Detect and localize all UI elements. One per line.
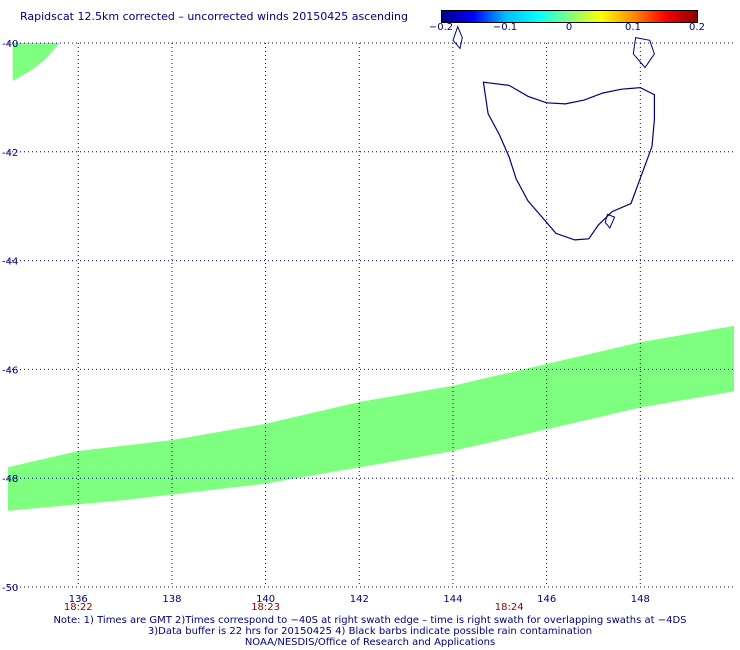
colorbar-label: 0.1 [625,22,641,33]
swath-corner-patch [12,43,60,82]
lon-tick-label: 140 [256,594,275,605]
colorbar-label: 0.2 [689,22,705,33]
colorbar-label: 0 [565,22,573,33]
lon-tick-label: 146 [537,594,556,605]
note-line: Note: 1) Times are GMT 2)Times correspon… [53,615,687,626]
island-coastline [452,25,463,50]
lat-tick-label: -48 [2,474,18,485]
note-line: 3)Data buffer is 22 hrs for 20150425 4) … [147,626,593,637]
lat-tick-label: -44 [2,257,18,268]
time-label: 18:23 [251,602,280,613]
map-title: Rapidscat 12.5km corrected – uncorrected… [20,10,409,23]
lon-tick-label: 136 [69,594,88,605]
colorbar-label: −0.1 [492,22,518,33]
colorbar [441,10,698,23]
lat-tick-label: -42 [2,148,18,159]
lat-tick-label: -50 [2,583,18,594]
island-coastline [604,213,616,229]
lat-tick-label: -40 [2,39,18,50]
colorbar-label: −0.2 [428,22,454,33]
time-label: 18:24 [495,602,524,613]
time-label: 18:22 [64,602,93,613]
lon-tick-label: 144 [443,594,462,605]
tasmania-coastline [482,81,656,241]
swath-band [8,325,734,511]
lon-tick-label: 138 [162,594,181,605]
note-line: NOAA/NESDIS/Office of Research and Appli… [244,637,496,648]
footnotes: Note: 1) Times are GMT 2)Times correspon… [0,615,740,648]
lon-tick-label: 148 [631,594,650,605]
island-coastline [632,37,655,69]
lat-tick-label: -46 [2,365,18,376]
lon-tick-label: 142 [350,594,369,605]
